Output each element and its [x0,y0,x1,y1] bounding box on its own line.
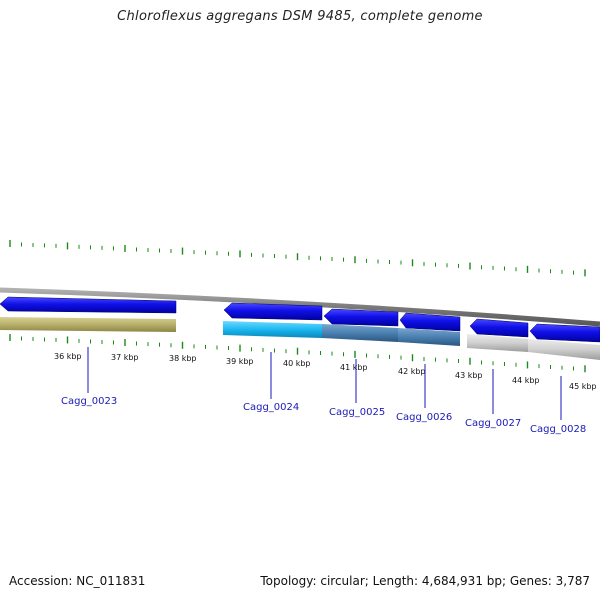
scale-label: 40 kbp [283,359,311,368]
scale-label: 42 kbp [398,367,426,376]
cds-arrow[interactable] [529,323,600,343]
genome-backbone [0,287,600,327]
cds-arrow[interactable] [399,312,461,332]
scale-label: 36 kbp [54,352,82,361]
scale-label: 38 kbp [169,354,197,363]
inner-tick-row [9,334,586,373]
accession-text: Accession: NC_011831 [9,574,146,588]
grey-block[interactable] [467,334,528,352]
scale-label: 37 kbp [111,353,139,362]
cds-arrow[interactable] [323,308,399,327]
olive-block[interactable] [0,317,176,332]
scale-label: 39 kbp [226,357,254,366]
gene-label-cagg-0023[interactable]: Cagg_0023 [61,396,117,407]
gene-label-cagg-0026[interactable]: Cagg_0026 [396,412,452,423]
feature-block-track [0,317,600,360]
steel-block[interactable] [322,324,398,342]
grey-block[interactable] [528,339,600,360]
steel-block[interactable] [398,328,460,346]
scale-label: 45 kbp [569,382,597,391]
gene-label-cagg-0027[interactable]: Cagg_0027 [465,418,521,429]
scale-label: 43 kbp [455,371,483,380]
map-title: Chloroflexus aggregans DSM 9485, complet… [117,9,483,24]
gene-label-cagg-0025[interactable]: Cagg_0025 [329,407,385,418]
gene-labels [87,347,562,420]
scale-labels: 36 kbp 37 kbp 38 kbp 39 kbp 40 kbp 41 kb… [54,352,597,391]
outer-tick-row [9,240,586,277]
scale-label: 44 kbp [512,376,540,385]
gene-label-cagg-0024[interactable]: Cagg_0024 [243,402,299,413]
scale-label: 41 kbp [340,363,368,372]
cds-track-top [0,296,600,343]
gene-label-cagg-0028[interactable]: Cagg_0028 [530,424,586,435]
cds-arrow[interactable] [0,296,177,314]
cds-arrow[interactable] [223,302,323,321]
cds-arrow[interactable] [469,318,529,338]
topology-text: Topology: circular; Length: 4,684,931 bp… [260,574,590,588]
cyan-block[interactable] [223,321,322,338]
